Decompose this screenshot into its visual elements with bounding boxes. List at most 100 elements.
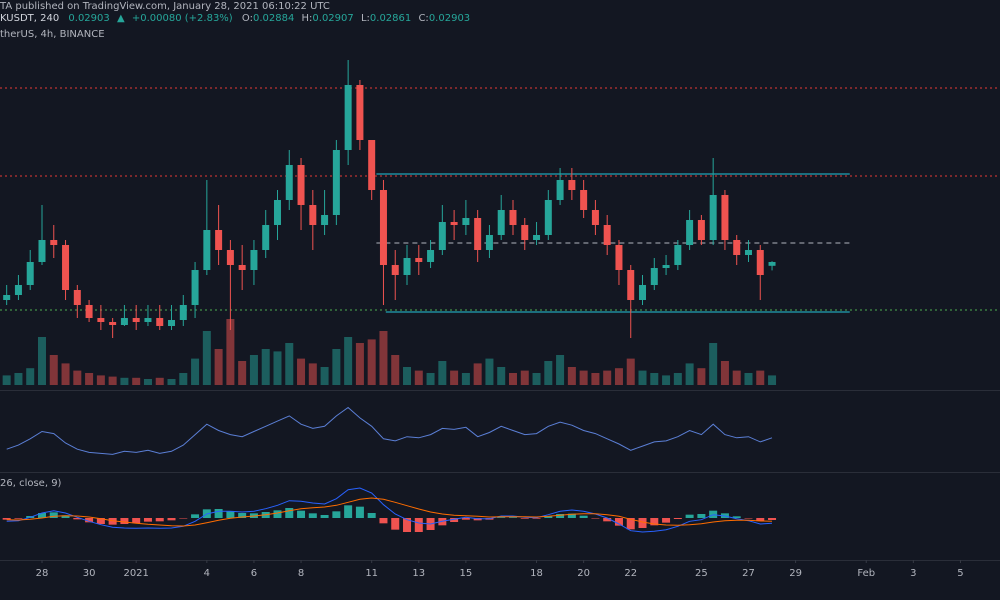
candle-body <box>544 200 552 235</box>
x-tick-label: 4 <box>204 568 210 579</box>
candle-body <box>580 190 588 210</box>
volume-bar <box>426 373 435 385</box>
macd-histogram-bar <box>626 518 635 530</box>
plot-layer: 28 30 2021 4 6 8 11 13 15 18 20 22 25 27 29 Feb 3 5 <box>0 60 1000 579</box>
candle-body <box>509 210 517 225</box>
macd-histogram-bar <box>461 518 470 520</box>
macd-histogram-bar <box>544 516 553 518</box>
symbol: KUSDT, 240 <box>0 13 59 24</box>
ohlc-value: 0.02884 <box>253 13 294 24</box>
x-tick-label: 3 <box>910 568 916 579</box>
macd-histogram-bar <box>391 518 400 530</box>
volume-bar <box>438 361 447 385</box>
macd-histogram-bar <box>744 518 753 519</box>
volume-bar <box>14 373 23 385</box>
candle-body <box>273 200 281 225</box>
candle-body <box>26 262 34 285</box>
volume-bar <box>403 367 412 385</box>
candle-body <box>226 250 234 265</box>
last-price: 0.02903 <box>68 13 109 24</box>
macd-histogram-bar <box>14 518 23 519</box>
macd-histogram-bar <box>567 513 576 518</box>
x-tick-label: 25 <box>695 568 708 579</box>
volume-bar <box>414 370 423 385</box>
candle-body <box>639 285 647 300</box>
macd-histogram-bar <box>226 511 235 518</box>
macd-histogram-bar <box>650 518 659 526</box>
macd-histogram-bar <box>673 518 682 519</box>
candle-body <box>697 220 705 240</box>
candle-body <box>356 85 364 140</box>
volume-bar <box>96 375 105 385</box>
macd-histogram-bar <box>49 512 58 518</box>
volume-bar <box>473 363 482 385</box>
x-tick-label: 8 <box>298 568 304 579</box>
x-tick-label: 11 <box>365 568 378 579</box>
volume-bar <box>61 363 70 385</box>
x-tick-label: 20 <box>577 568 590 579</box>
candle-body <box>250 250 258 270</box>
x-tick-label: 5 <box>957 568 963 579</box>
candle-body <box>709 195 717 240</box>
candle-body <box>591 210 599 225</box>
macd-histogram-bar <box>73 518 82 520</box>
candle-body <box>109 322 117 325</box>
candle-body <box>309 205 317 225</box>
candle-body <box>568 180 576 190</box>
ohlc-value: 0.02907 <box>312 13 353 24</box>
volume-bar <box>49 355 58 385</box>
macd-histogram-bar <box>61 515 70 518</box>
volume-bar <box>120 377 129 385</box>
ohlc-label: L: <box>361 13 370 24</box>
candle-body <box>215 230 223 250</box>
x-tick-label: Feb <box>857 568 875 579</box>
source-line: therUS, 4h, BINANCE <box>0 29 105 40</box>
macd-histogram-bar <box>96 518 105 524</box>
x-tick-label: 15 <box>460 568 473 579</box>
candle-body <box>615 245 623 270</box>
volume-bar <box>697 368 706 385</box>
volume-bar <box>685 363 694 385</box>
volume-bar <box>238 361 247 385</box>
volume-bar <box>450 370 459 385</box>
volume-bar <box>132 377 141 385</box>
macd-histogram-bar <box>450 518 459 522</box>
rsi-line <box>6 406 773 455</box>
volume-bar <box>603 370 612 385</box>
candle-body <box>474 218 482 250</box>
candle-body <box>603 225 611 245</box>
macd-histogram-bar <box>379 518 388 524</box>
volume-bar <box>297 358 306 385</box>
candle-body <box>485 235 493 250</box>
macd-histogram-bar <box>179 518 188 519</box>
volume-bar <box>391 355 400 385</box>
volume-bar <box>379 331 388 385</box>
candle-body <box>120 318 128 325</box>
candle-body <box>14 285 22 295</box>
macd-histogram-bar <box>414 518 423 532</box>
macd-histogram-bar <box>603 518 612 522</box>
volume-bar <box>249 355 258 385</box>
candle-body <box>191 270 199 305</box>
macd-histogram-bar <box>143 518 152 522</box>
macd-histogram-bar <box>37 513 46 518</box>
candle-body <box>297 165 305 205</box>
publish-note: TA published on TradingView.com, January… <box>0 1 330 12</box>
volume-bar <box>662 375 671 385</box>
macd-histogram-bar <box>332 511 341 518</box>
volume-bar <box>2 375 11 385</box>
macd-histogram-bar <box>556 514 565 518</box>
macd-histogram-bar <box>579 515 588 518</box>
macd-histogram-bar <box>685 514 694 518</box>
volume-bar <box>567 367 576 385</box>
macd-histogram-bar <box>191 514 200 518</box>
macd-histogram-bar <box>697 514 706 518</box>
x-tick-label: 27 <box>742 568 755 579</box>
macd-histogram-bar <box>320 515 329 518</box>
macd-histogram-bar <box>367 513 376 518</box>
volume-bar <box>285 343 294 385</box>
candle-body <box>756 250 764 275</box>
macd-histogram-bar <box>273 510 282 518</box>
macd-histogram-bar <box>756 518 765 521</box>
